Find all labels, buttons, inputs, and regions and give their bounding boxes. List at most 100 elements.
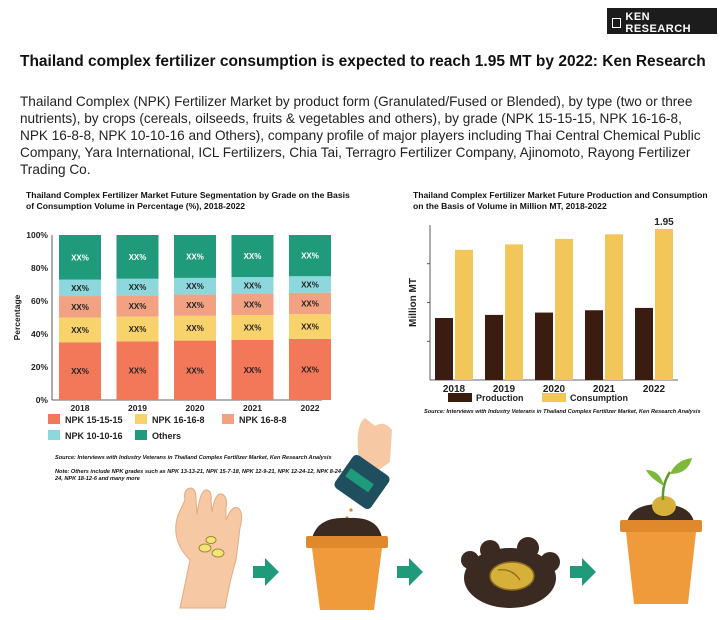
y-tick-label: 0% [36,395,49,405]
data-label: XX% [129,367,147,376]
legend-label: Others [152,431,181,441]
data-label: XX% [71,253,89,262]
data-label: XX% [129,325,147,334]
x-tick-label: 2022 [301,403,320,413]
data-label: XX% [71,367,89,376]
production-bar [435,318,453,380]
data-label: XX% [71,326,89,335]
bar-segment [174,277,216,295]
data-label: XX% [71,303,89,312]
legend-label: NPK 16-16-8 [152,415,205,425]
legend-swatch [48,414,60,424]
production-consumption-chart: Million MT 2018 2019 2020 2021 2022 1.95 Produc… [408,217,678,403]
production-bar [635,307,653,380]
intro-paragraph: Thailand Complex (NPK) Fertilizer Market… [20,94,701,177]
x-tick-label: 2018 [443,384,466,395]
segmentation-chart-title: Thailand Complex Fertilizer Market Futur… [26,190,350,211]
legend-swatch [222,414,234,424]
data-label: XX% [129,283,147,292]
bar-segment [289,314,331,339]
data-label: XX% [71,284,89,293]
arrow-right-icon [570,558,596,586]
bar-segment [59,317,101,343]
legend-swatch [448,393,472,402]
bar-segment [116,235,159,279]
y-tick-label: 60% [31,296,48,306]
pot-with-sprout-icon [620,458,702,604]
data-label: XX% [244,300,262,309]
bar-segment [116,341,159,400]
data-label: XX% [301,281,319,290]
y-tick-label: 80% [31,263,48,273]
data-label: XX% [244,323,262,332]
data-label: XX% [301,365,319,374]
production-source: Source: Interviews with Industry Veteran… [424,409,701,415]
data-label: XX% [301,323,319,332]
x-tick-label: 2018 [71,403,90,413]
logo-brand: KEN RESEARCH [625,11,692,35]
bar-segment [289,235,331,277]
consumption-bar [505,244,523,380]
data-label: XX% [186,252,204,261]
bar-segment [59,235,101,280]
legend-label: NPK 15-15-15 [65,415,123,425]
legend-swatch [48,430,60,440]
production-chart-title: Thailand Complex Fertilizer Market Futur… [413,190,708,211]
consumption-bar [605,234,623,380]
legend-label: NPK 16-8-8 [239,415,287,425]
arrow-right-icon [397,558,423,586]
bar-segment [116,295,159,317]
legend-swatch [135,414,147,424]
hand-with-seeds-icon [175,487,243,609]
y-tick-label: 20% [31,362,48,372]
data-label: XX% [244,252,262,261]
x-tick-label: 2019 [493,384,516,395]
bar-segment [231,277,274,294]
x-tick-label: 2021 [243,403,262,413]
bar-segment [289,338,331,400]
bar-segment [231,293,274,316]
value-annotation: 1.95 [654,217,674,228]
data-label: XX% [129,253,147,262]
data-label: XX% [186,366,204,375]
bar-segment [59,296,101,318]
seed-in-soil-icon [461,537,560,608]
bar-segment [59,279,101,297]
bar-segment [231,339,274,400]
data-label: XX% [186,324,204,333]
data-label: XX% [186,282,204,291]
y-tick-label: 40% [31,329,48,339]
bar-segment [231,235,274,278]
bar-segment [289,292,331,315]
legend-swatch [542,393,566,402]
x-tick-label: 2020 [186,403,205,413]
logo-mark-icon [612,18,622,28]
x-tick-label: 2021 [593,384,616,395]
consumption-bar [455,249,473,380]
bar-segment [289,276,331,293]
legend-label: NPK 10-10-16 [65,431,123,441]
consumption-bar [555,238,573,380]
ken-research-logo: KEN RESEARCH YOUR SEARCH ENDS WITH OUR R… [607,8,719,41]
consumption-bar [655,228,673,380]
pot-with-fertilizer-icon [306,418,392,610]
bar-segment [116,316,159,342]
bar-segment [116,278,159,296]
bar-segment [174,315,216,341]
bar-segment [174,340,216,400]
page-title: Thailand complex fertilizer consumption … [20,53,706,70]
production-bar [585,310,603,380]
y-axis-label: Million MT [408,278,419,327]
production-bar [485,314,503,380]
data-label: XX% [244,366,262,375]
data-label: XX% [129,302,147,311]
y-tick-label: 100% [26,230,48,240]
bar-segment [59,342,101,400]
y-axis-label: Percentage [12,294,22,340]
arrow-right-icon [253,558,279,586]
production-bar [535,312,553,380]
legend-label: Consumption [570,393,628,403]
segmentation-chart: 0% 20% 40% 60% 80% 100% Percentage XX% XX% XX% XX%… [12,230,331,441]
x-tick-label: 2019 [128,403,147,413]
